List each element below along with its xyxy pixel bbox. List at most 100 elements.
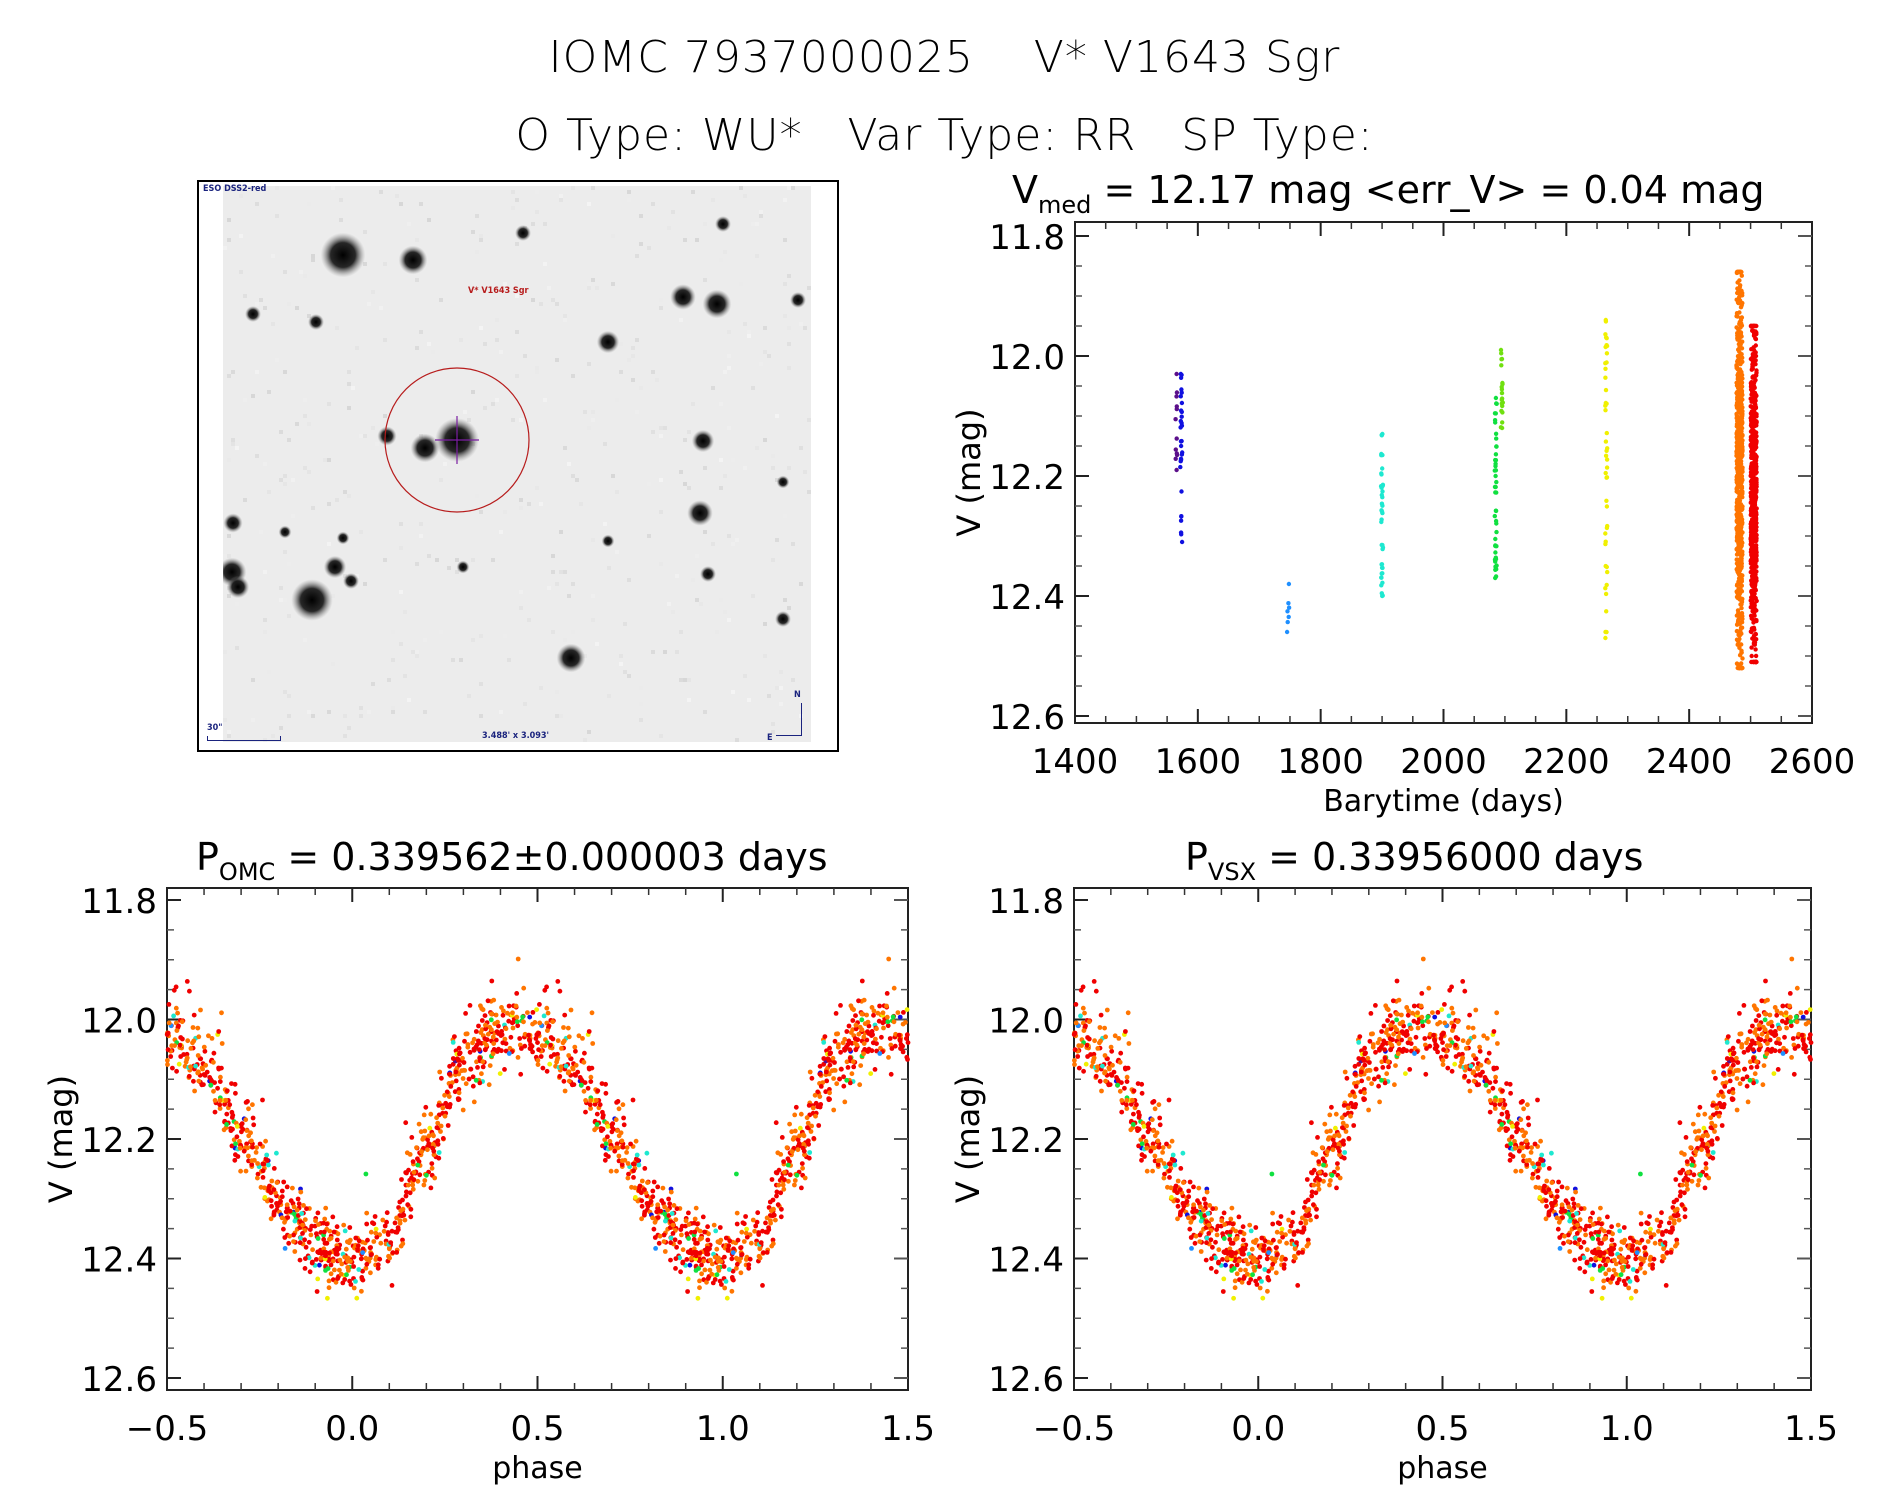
sky-noise [271,322,275,326]
sky-noise [619,342,623,346]
sky-noise [711,386,715,390]
sky-noise [371,290,375,294]
sky-noise [543,222,547,226]
sky-noise [515,242,519,246]
data-point [1178,394,1184,399]
compass-north-label: N [794,690,801,700]
sky-noise [475,494,479,498]
sky-noise [383,338,387,342]
timeseries-ytick-label: 11.8 [989,218,1065,258]
sky-noise [779,670,783,674]
phase-vsx-ytick-label: 11.8 [988,882,1064,922]
sky-noise [283,250,287,254]
data-point [1603,563,1608,569]
data-point [1273,1270,1279,1276]
sky-noise [327,542,331,546]
sky-noise [359,714,363,718]
data-point [1738,269,1743,275]
sky-noise [607,694,611,698]
data-point [1147,1126,1152,1132]
data-point [1734,314,1739,319]
data-point [1201,1196,1207,1202]
sky-noise [703,710,707,714]
sky-noise [419,330,423,334]
sky-noise [763,350,767,354]
sky-noise [511,418,515,422]
compass-north-arrow [801,703,802,735]
data-point [1420,956,1426,962]
sky-noise [591,594,595,598]
phase-vsx-xtick-label: −0.5 [1033,1409,1116,1449]
sky-noise [623,670,627,674]
sky-noise [443,462,447,466]
sky-noise [555,690,559,694]
data-point [1309,1120,1314,1126]
star [596,330,620,354]
data-point [1174,371,1179,377]
data-point [1734,421,1740,427]
sky-noise [771,722,775,726]
data-point [1603,531,1608,536]
series-season-1a [1173,371,1180,473]
series-season-4a [1492,395,1499,581]
sky-noise [227,594,231,598]
sky-noise [631,346,635,350]
data-point [1178,408,1184,413]
data-point [1603,1271,1609,1277]
sky-noise [571,374,575,378]
sky-noise [515,374,519,378]
data-point [1645,1239,1651,1244]
data-point [1739,573,1745,578]
sky-noise [587,282,591,286]
data-point [1305,1197,1311,1203]
data-point [1494,436,1499,441]
sky-noise [455,522,459,526]
sky-noise [503,282,507,286]
data-point [1285,619,1290,625]
data-point [1736,638,1741,644]
sky-noise [287,714,291,718]
sky-noise [559,714,563,718]
sky-noise [227,238,231,242]
data-point [1590,1210,1595,1216]
sky-noise [579,502,583,506]
sky-noise [235,646,239,650]
data-point [1603,366,1608,371]
sky-noise [495,338,499,342]
sky-noise [619,370,623,374]
phase-vsx-xlabel: phase [1397,1451,1488,1486]
data-point [1178,464,1183,470]
star [323,555,347,579]
sky-noise [479,682,483,686]
sky-noise [739,186,743,190]
timeseries-xtick-label: 2000 [1400,742,1487,782]
data-point [1603,586,1608,591]
series-season-4b [1498,347,1506,431]
sky-noise [311,254,315,258]
data-point [1399,1012,1404,1018]
sky-noise [603,442,607,446]
data-point [1380,546,1385,552]
sky-noise [587,362,591,366]
sky-noise [223,650,227,654]
sky-noise [415,238,419,242]
timeseries-xtick-label: 1400 [1032,742,1119,782]
data-point [1174,394,1179,399]
sky-noise [615,398,619,402]
sky-noise [659,562,663,566]
data-point [1466,1078,1472,1084]
data-point [1097,1078,1103,1084]
sky-noise [743,194,747,198]
sky-noise [415,650,419,654]
data-point [1737,338,1742,344]
sky-noise [799,446,803,450]
star [336,531,350,545]
data-point [1270,1210,1275,1216]
sky-noise [519,498,523,502]
sky-noise [475,214,479,218]
sky-noise [591,518,595,522]
sky-noise [231,442,235,446]
data-point [1123,1029,1128,1034]
data-point [1603,453,1609,458]
data-point [1179,420,1184,426]
